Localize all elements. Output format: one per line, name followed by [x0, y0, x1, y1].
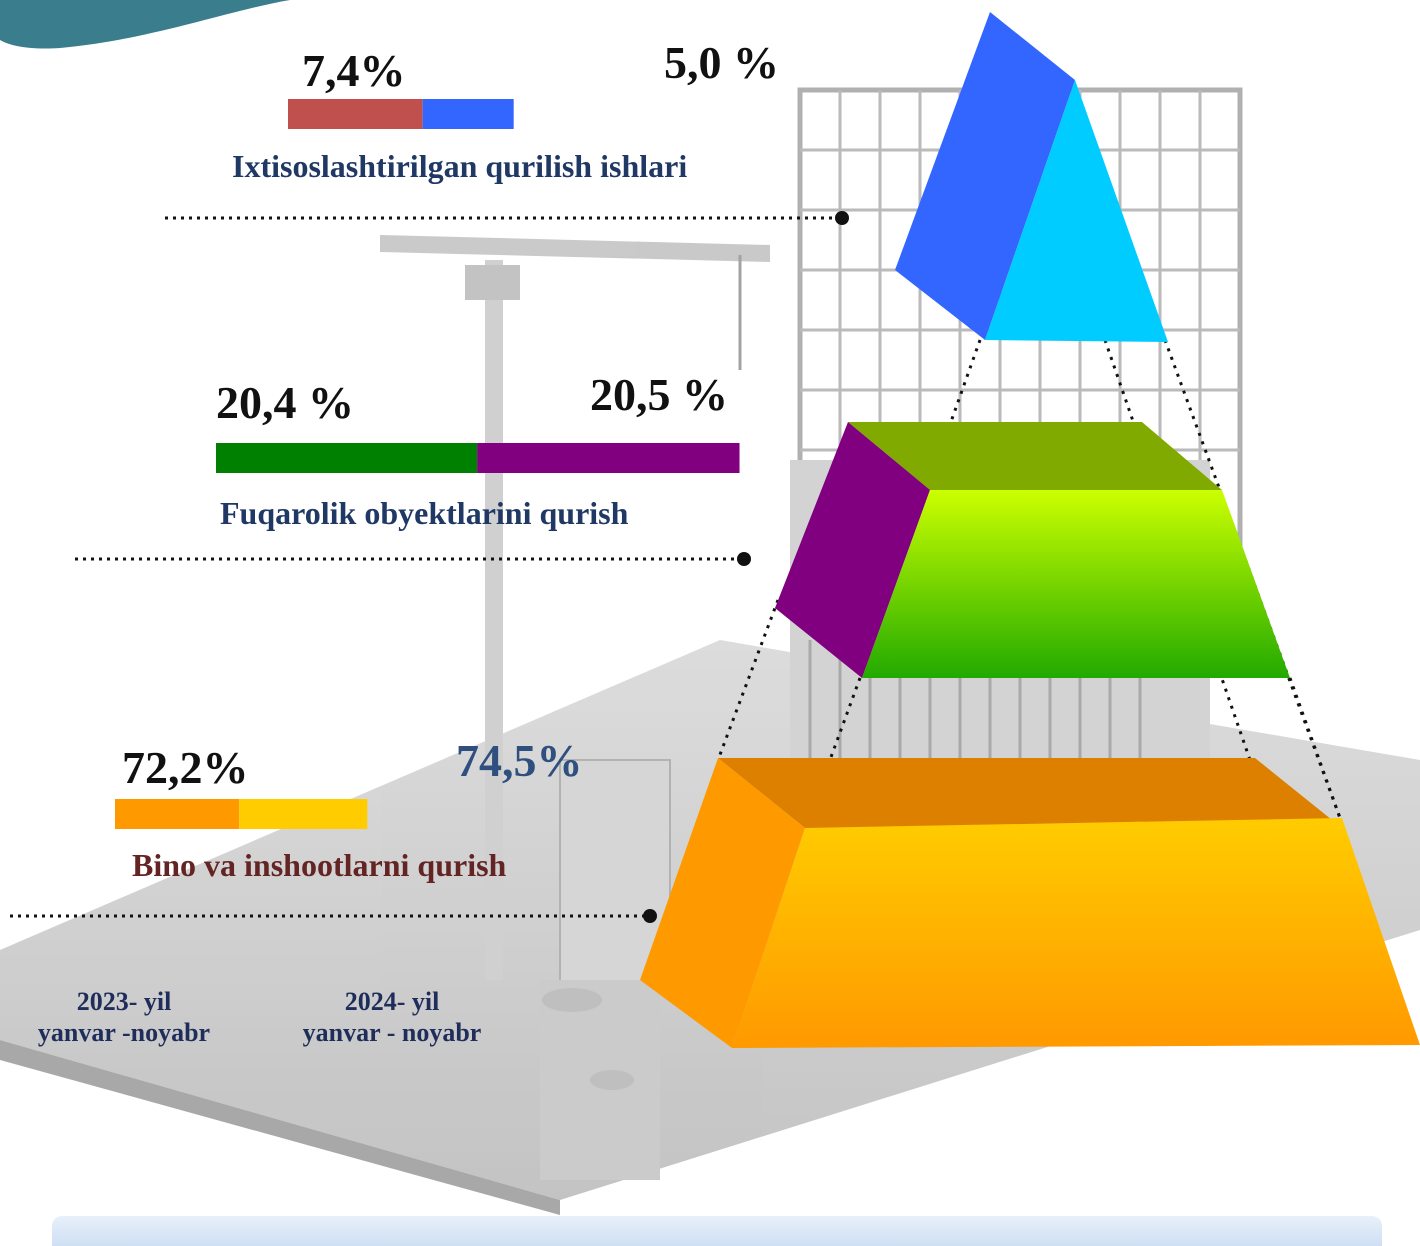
pyramid-top-left-face: [895, 12, 1075, 340]
pyramid-top-right-face: [985, 80, 1168, 342]
legend-item-2024: 2024- yil yanvar - noyabr: [272, 986, 512, 1048]
pyramid-bottom-side-face: [640, 758, 805, 1048]
value-label-2024-ixtisoslashtirilgan: 5,0 %: [664, 37, 779, 88]
category-label-ixtisoslashtirilgan: Ixtisoslashtirilgan qurilish ishlari: [232, 148, 688, 184]
value-label-2023-bino: 72,2%: [122, 742, 249, 793]
legend-line2: yanvar -noyabr: [37, 1018, 211, 1048]
pyramid-bottom-front-face: [732, 818, 1420, 1048]
legend-line2: yanvar - noyabr: [302, 1018, 482, 1048]
category-label-fuqarolik: Fuqarolik obyektlarini qurish: [220, 495, 629, 531]
connector-dot: [835, 211, 849, 225]
value-label-2023-fuqarolik: 20,4 %: [216, 377, 354, 428]
pyramid-3d: [640, 12, 1420, 1048]
pyramid-bottom-top-face: [718, 758, 1342, 828]
bar-segment-ixtisoslashtirilgan-2024: [422, 99, 514, 129]
pyramid-middle-top-face: [848, 422, 1222, 490]
bar-segment-ixtisoslashtirilgan-2023: [288, 99, 423, 129]
bar-segment-bino-2024: [239, 799, 368, 829]
stacked-bars: [115, 99, 740, 829]
bar-segment-fuqarolik-2024: [477, 443, 740, 473]
legend-line1: 2023- yil: [76, 987, 172, 1016]
connector-dot: [737, 552, 751, 566]
bar-segment-fuqarolik-2023: [216, 443, 478, 473]
value-label-2023-ixtisoslashtirilgan: 7,4%: [302, 45, 406, 96]
legend-item-2023: 2023- yil yanvar -noyabr: [4, 986, 244, 1048]
legend-line1: 2024- yil: [344, 987, 440, 1016]
pyramid-middle-front-face: [862, 490, 1290, 678]
value-label-2024-bino: 74,5%: [456, 735, 583, 786]
value-label-2024-fuqarolik: 20,5 %: [590, 369, 728, 420]
connector-dot: [643, 909, 657, 923]
bar-segment-bino-2023: [115, 799, 240, 829]
bottom-band: [52, 1216, 1382, 1246]
category-label-bino: Bino va inshootlarni qurish: [132, 847, 507, 883]
connector-lines: [10, 211, 849, 923]
corner-swoosh: [0, 0, 290, 49]
pyramid-middle-side-face: [775, 422, 930, 678]
